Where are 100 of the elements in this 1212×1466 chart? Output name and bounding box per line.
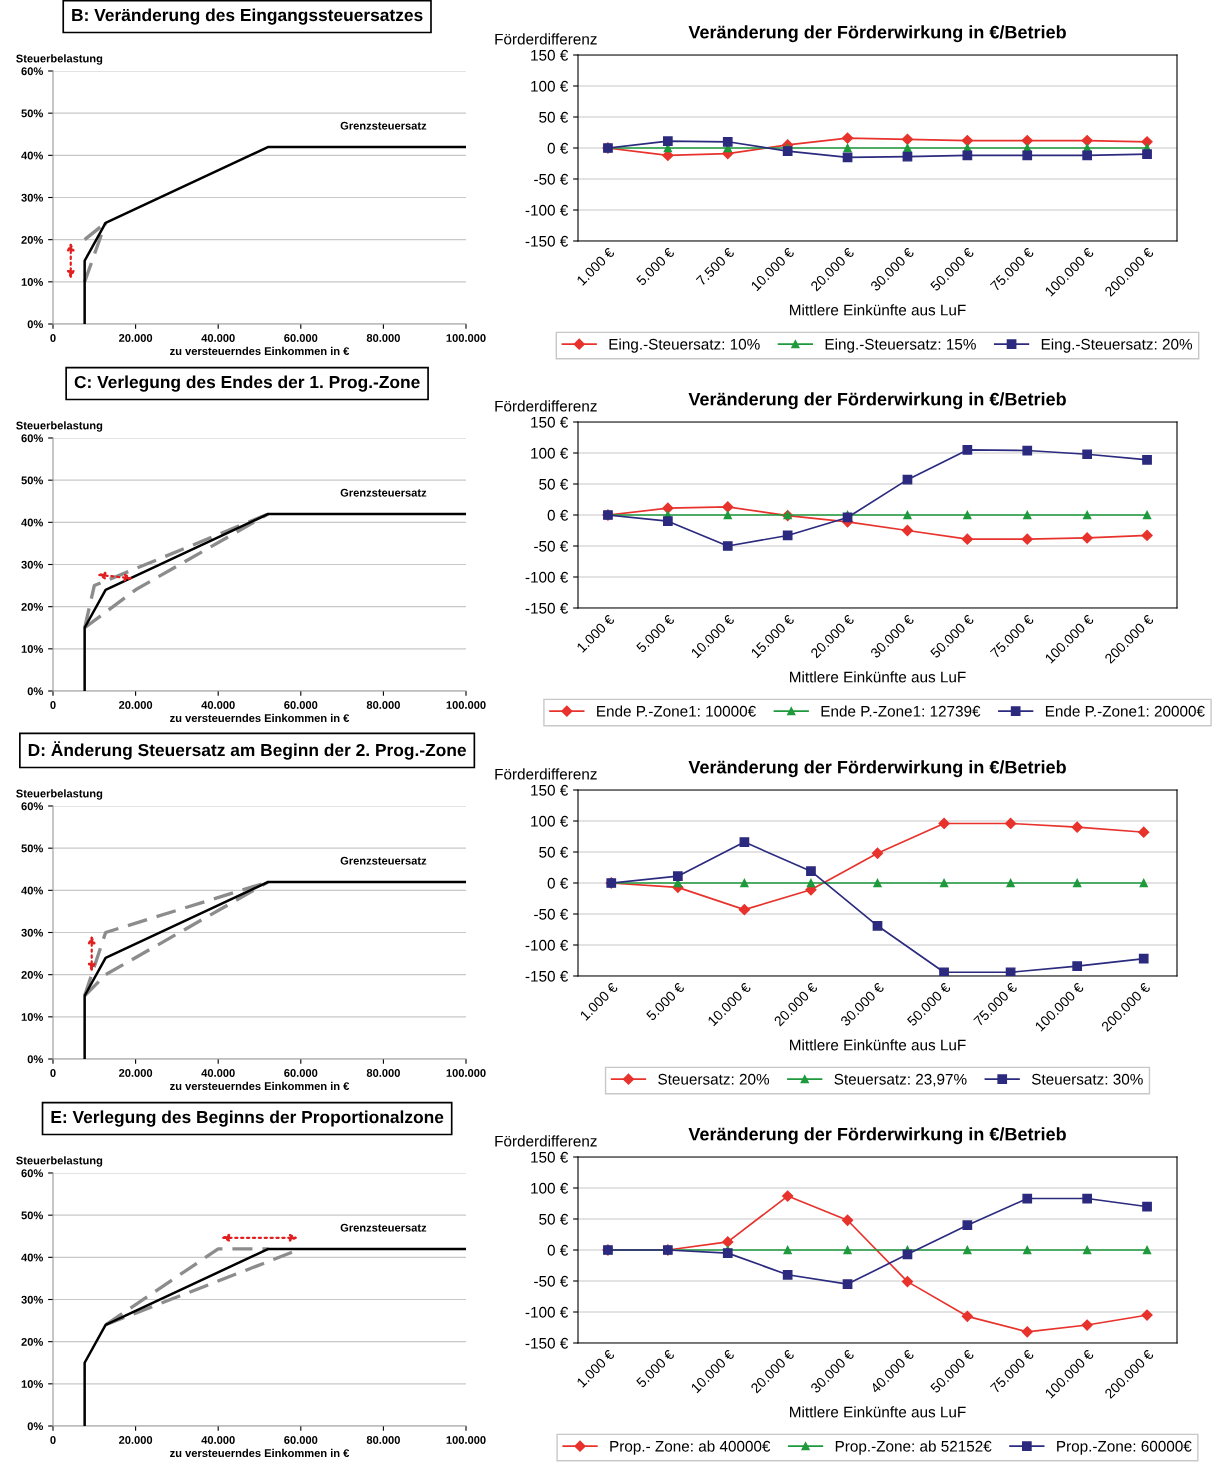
y-tick-label: 20% bbox=[21, 970, 43, 979]
y-tick-label: 40% bbox=[21, 886, 43, 895]
y-tick-label: 0% bbox=[27, 1055, 43, 1064]
y-tick-label: 0 € bbox=[547, 509, 569, 521]
y-tick-label: 60% bbox=[21, 802, 43, 811]
chart-title: B: Veränderung des Eingangssteuersatzes bbox=[72, 8, 423, 25]
y-tick-label: 40% bbox=[21, 518, 43, 527]
x-tick-label: 80.000 bbox=[366, 1069, 400, 1077]
y-tick-label: 0% bbox=[27, 687, 43, 696]
legend-label: Prop.-Zone: ab 52152€ bbox=[835, 1440, 992, 1455]
x-axis-title: Mittlere Einkünfte aus LuF bbox=[790, 671, 966, 683]
y-tick-label: -50 € bbox=[534, 540, 569, 552]
y-tick-label: 20% bbox=[21, 1337, 43, 1346]
y-tick-label: 50 € bbox=[539, 846, 569, 858]
y-tick-label: 100 € bbox=[531, 1182, 569, 1194]
y-axis-title: Steuerbelastung bbox=[16, 421, 103, 432]
legend-label: Steuersatz: 30% bbox=[1031, 1073, 1143, 1085]
x-tick-label: 40.000 bbox=[201, 1436, 235, 1444]
y-tick-label: 50% bbox=[21, 1211, 43, 1220]
y-tick-label: 50 € bbox=[539, 1213, 569, 1225]
y-tick-label: 50% bbox=[21, 844, 43, 853]
y-tick-label: -150 € bbox=[525, 602, 569, 614]
x-axis-title: zu versteuerndes Einkommen in € bbox=[170, 346, 350, 356]
x-axis-title: zu versteuerndes Einkommen in € bbox=[170, 1081, 350, 1091]
y-tick-label: -100 € bbox=[525, 939, 569, 951]
x-tick-label: 20.000 bbox=[118, 1069, 153, 1077]
y-tick-label: -50 € bbox=[534, 1275, 569, 1287]
y-tick-label: 150 € bbox=[531, 49, 569, 61]
y-tick-label: 0 € bbox=[547, 877, 569, 889]
y-axis-title: Förderdifferenz bbox=[495, 33, 597, 45]
y-tick-label: 0% bbox=[27, 1422, 43, 1431]
x-tick-label: 0 bbox=[50, 701, 56, 709]
y-tick-label: 150 € bbox=[531, 1151, 569, 1163]
y-axis-title: Förderdifferenz bbox=[495, 768, 597, 780]
x-tick-label: 100.000 bbox=[446, 701, 486, 709]
y-tick-label: 60% bbox=[21, 67, 43, 76]
y-tick-label: 40% bbox=[21, 1253, 43, 1262]
legend-label: Ende P.-Zone1: 12739€ bbox=[821, 705, 981, 717]
x-tick-label: 60.000 bbox=[284, 701, 318, 709]
y-axis-title: Steuerbelastung bbox=[16, 1156, 103, 1167]
y-tick-label: -150 € bbox=[525, 1337, 569, 1349]
legend-label: Ende P.-Zone1: 20000€ bbox=[1045, 705, 1205, 717]
x-tick-label: 0 bbox=[50, 1436, 56, 1444]
x-tick-label: 80.000 bbox=[366, 334, 400, 342]
x-axis-title: zu versteuerndes Einkommen in € bbox=[170, 1448, 350, 1458]
chart-title: E: Verlegung des Beginns der Proportionalzone bbox=[51, 1110, 444, 1127]
y-tick-label: 100 € bbox=[531, 815, 569, 827]
annotation: Grenzsteuersatz bbox=[340, 488, 427, 497]
x-tick-label: 20.000 bbox=[118, 701, 153, 709]
annotation: Grenzsteuersatz bbox=[340, 1223, 427, 1232]
y-tick-label: 30% bbox=[21, 560, 43, 569]
y-tick-label: -150 € bbox=[525, 235, 569, 247]
x-axis-title: zu versteuerndes Einkommen in € bbox=[170, 713, 350, 723]
x-tick-label: 80.000 bbox=[366, 1436, 400, 1444]
y-tick-label: 50% bbox=[21, 476, 43, 485]
x-tick-label: 80.000 bbox=[366, 701, 400, 709]
chart-title: Veränderung der Förderwirkung in €/Betrieb bbox=[688, 1127, 1066, 1145]
x-axis-title: Mittlere Einkünfte aus LuF bbox=[790, 1406, 966, 1418]
y-tick-label: 10% bbox=[21, 1013, 43, 1021]
chart-title: C: Verlegung des Endes der 1. Prog.-Zone bbox=[74, 375, 420, 392]
y-tick-label: 150 € bbox=[531, 784, 569, 796]
annotation: Grenzsteuersatz bbox=[340, 121, 427, 130]
legend-label: Prop.-Zone: 60000€ bbox=[1057, 1440, 1192, 1455]
x-tick-label: 40.000 bbox=[201, 334, 235, 342]
x-tick-label: 40.000 bbox=[201, 701, 235, 709]
legend-label: Prop.- Zone: ab 40000€ bbox=[610, 1440, 771, 1455]
y-tick-label: 60% bbox=[21, 434, 43, 443]
y-tick-label: 100 € bbox=[531, 80, 569, 92]
legend-label: Eing.-Steuersatz: 15% bbox=[825, 338, 976, 353]
x-tick-label: 20.000 bbox=[118, 334, 153, 342]
x-tick-label: 20.000 bbox=[118, 1436, 153, 1444]
y-tick-label: 0 € bbox=[547, 1244, 569, 1256]
y-tick-label: 50 € bbox=[539, 111, 569, 123]
y-tick-label: 150 € bbox=[531, 416, 569, 428]
y-tick-label: 10% bbox=[21, 645, 43, 653]
y-tick-label: 20% bbox=[21, 602, 43, 611]
chart-title: D: Änderung Steuersatz am Beginn der 2. Prog.-Zone bbox=[28, 741, 466, 760]
x-tick-label: 100.000 bbox=[446, 1069, 486, 1077]
x-axis-title: Mittlere Einkünfte aus LuF bbox=[790, 304, 966, 316]
y-tick-label: -50 € bbox=[534, 908, 569, 920]
chart-title: Veränderung der Förderwirkung in €/Betrieb bbox=[688, 760, 1066, 778]
x-tick-label: 100.000 bbox=[446, 1436, 486, 1444]
y-tick-label: -100 € bbox=[525, 571, 569, 583]
legend-label: Steuersatz: 20% bbox=[658, 1073, 770, 1085]
x-tick-label: 40.000 bbox=[201, 1069, 235, 1077]
chart-title: Veränderung der Förderwirkung in €/Betrieb bbox=[688, 392, 1066, 410]
y-tick-label: 0% bbox=[27, 320, 43, 329]
annotation: Grenzsteuersatz bbox=[340, 856, 427, 865]
x-tick-label: 60.000 bbox=[284, 334, 318, 342]
y-tick-label: 10% bbox=[21, 1380, 43, 1388]
y-axis-title: Steuerbelastung bbox=[16, 789, 103, 800]
y-tick-label: 30% bbox=[21, 1295, 43, 1304]
legend-label: Eing.-Steuersatz: 20% bbox=[1041, 338, 1193, 353]
y-tick-label: -150 € bbox=[525, 970, 569, 982]
y-tick-label: 50 € bbox=[539, 478, 569, 490]
chart-title: Veränderung der Förderwirkung in €/Betrieb bbox=[688, 25, 1066, 43]
legend-label: Ende P.-Zone1: 10000€ bbox=[597, 705, 756, 717]
y-tick-label: 100 € bbox=[531, 447, 569, 459]
y-tick-label: 60% bbox=[21, 1169, 43, 1178]
y-axis-title: Förderdifferenz bbox=[495, 1135, 597, 1147]
